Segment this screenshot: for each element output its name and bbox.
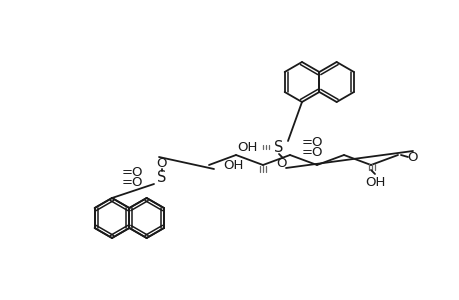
- Text: O: O: [157, 157, 167, 169]
- Text: =O: =O: [121, 167, 143, 179]
- Text: OH: OH: [364, 176, 384, 189]
- Text: S: S: [157, 170, 166, 185]
- Text: =O: =O: [302, 146, 323, 158]
- Text: O: O: [407, 151, 417, 164]
- Text: =O: =O: [121, 176, 143, 190]
- Text: OH: OH: [223, 158, 243, 172]
- Text: S: S: [274, 140, 283, 154]
- Text: O: O: [276, 157, 286, 169]
- Text: OH: OH: [237, 140, 257, 154]
- Text: =O: =O: [302, 136, 323, 148]
